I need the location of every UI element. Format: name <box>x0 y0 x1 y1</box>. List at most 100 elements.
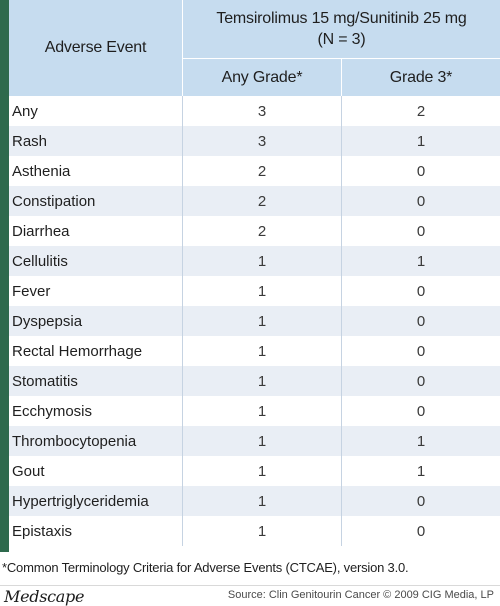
adverse-event-name: Constipation <box>12 192 96 210</box>
column-divider <box>341 156 342 186</box>
grade-3-count: 2 <box>416 102 426 120</box>
medscape-logo: Medscape <box>4 587 85 606</box>
column-divider <box>341 126 342 156</box>
column-divider <box>341 516 342 546</box>
grade-3-count: 0 <box>416 372 426 390</box>
header-any-grade: Any Grade* <box>183 59 342 96</box>
table-row: Constipation 2 0 <box>9 186 500 216</box>
grade-3-count: 0 <box>416 222 426 240</box>
table-row: Ecchymosis 1 0 <box>9 396 500 426</box>
column-divider <box>182 336 183 366</box>
grade-3-count: 1 <box>416 132 426 150</box>
column-divider <box>182 486 183 516</box>
adverse-event-name: Cellulitis <box>12 252 68 270</box>
column-divider <box>341 96 342 126</box>
adverse-event-name: Gout <box>12 462 45 480</box>
column-divider <box>341 366 342 396</box>
source-citation: Source: Clin Genitourin Cancer © 2009 CI… <box>227 589 494 601</box>
column-divider <box>341 186 342 216</box>
adverse-event-name: Any <box>12 102 38 120</box>
grade-3-count: 0 <box>416 192 426 210</box>
table-row: Epistaxis 1 0 <box>9 516 500 546</box>
table-row: Thrombocytopenia 1 1 <box>9 426 500 456</box>
adverse-event-name: Diarrhea <box>12 222 70 240</box>
left-accent-bar <box>0 0 9 552</box>
column-divider <box>182 306 183 336</box>
any-grade-count: 2 <box>257 192 267 210</box>
table-row: Any 3 2 <box>9 96 500 126</box>
column-divider <box>182 126 183 156</box>
table-row: Gout 1 1 <box>9 456 500 486</box>
any-grade-count: 2 <box>257 162 267 180</box>
adverse-events-table: Adverse Event Temsirolimus 15 mg/Sunitin… <box>9 0 500 546</box>
table-body: Any 3 2 Rash 3 1 Asthenia 2 0 Constipation 2 0 Diarr… <box>9 96 500 546</box>
any-grade-count: 1 <box>257 492 267 510</box>
column-divider <box>341 456 342 486</box>
table-row: Rectal Hemorrhage 1 0 <box>9 336 500 366</box>
grade-3-count: 0 <box>416 282 426 300</box>
column-divider <box>182 156 183 186</box>
header-adverse-event: Adverse Event <box>9 0 183 96</box>
column-divider <box>341 336 342 366</box>
any-grade-count: 1 <box>257 372 267 390</box>
column-divider <box>341 396 342 426</box>
any-grade-count: 1 <box>257 522 267 540</box>
column-divider <box>341 486 342 516</box>
table-row: Stomatitis 1 0 <box>9 366 500 396</box>
table-row: Asthenia 2 0 <box>9 156 500 186</box>
any-grade-count: 1 <box>257 462 267 480</box>
footnote: *Common Terminology Criteria for Adverse… <box>2 560 409 575</box>
column-divider <box>341 426 342 456</box>
adverse-event-name: Rectal Hemorrhage <box>12 342 143 360</box>
any-grade-count: 2 <box>257 222 267 240</box>
grade-3-count: 0 <box>416 522 426 540</box>
grade-3-count: 1 <box>416 252 426 270</box>
column-divider <box>182 96 183 126</box>
any-grade-count: 1 <box>257 432 267 450</box>
header-regimen: Temsirolimus 15 mg/Sunitinib 25 mg (N = … <box>183 0 500 59</box>
table-row: Rash 3 1 <box>9 126 500 156</box>
header-grade-3: Grade 3* <box>389 68 453 86</box>
column-divider <box>182 366 183 396</box>
column-divider <box>182 216 183 246</box>
adverse-event-name: Stomatitis <box>12 372 78 390</box>
column-divider <box>182 426 183 456</box>
grade-3-count: 0 <box>416 342 426 360</box>
grade-3-count: 0 <box>416 402 426 420</box>
adverse-event-name: Epistaxis <box>12 522 73 540</box>
adverse-event-name: Hypertriglyceridemia <box>12 492 149 510</box>
adverse-event-name: Asthenia <box>12 162 71 180</box>
column-divider <box>341 246 342 276</box>
grade-3-count: 1 <box>416 462 426 480</box>
any-grade-count: 1 <box>257 252 267 270</box>
any-grade-count: 1 <box>257 282 267 300</box>
table-header: Adverse Event Temsirolimus 15 mg/Sunitin… <box>9 0 500 96</box>
grade-3-count: 0 <box>416 312 426 330</box>
adverse-event-name: Ecchymosis <box>12 402 93 420</box>
any-grade-count: 1 <box>257 402 267 420</box>
table-row: Diarrhea 2 0 <box>9 216 500 246</box>
column-divider <box>182 456 183 486</box>
grade-3-count: 0 <box>416 492 426 510</box>
table-row: Dyspepsia 1 0 <box>9 306 500 336</box>
column-divider <box>341 276 342 306</box>
grade-3-count: 1 <box>416 432 426 450</box>
any-grade-count: 3 <box>257 132 267 150</box>
adverse-event-name: Fever <box>12 282 51 300</box>
adverse-event-name: Thrombocytopenia <box>12 432 137 450</box>
any-grade-count: 1 <box>257 312 267 330</box>
table-row: Cellulitis 1 1 <box>9 246 500 276</box>
header-regimen-line2: (N = 3) <box>317 31 366 48</box>
grade-3-count: 0 <box>416 162 426 180</box>
footer: Medscape Source: Clin Genitourin Cancer … <box>0 585 500 606</box>
adverse-event-name: Rash <box>12 132 48 150</box>
column-divider <box>341 306 342 336</box>
column-divider <box>182 396 183 426</box>
table-row: Fever 1 0 <box>9 276 500 306</box>
column-divider <box>182 186 183 216</box>
column-divider <box>182 516 183 546</box>
column-divider <box>341 216 342 246</box>
column-divider <box>182 276 183 306</box>
any-grade-count: 1 <box>257 342 267 360</box>
column-divider <box>182 246 183 276</box>
